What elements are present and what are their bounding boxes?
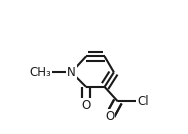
Text: N: N <box>67 66 76 79</box>
Text: Cl: Cl <box>137 95 149 108</box>
Text: O: O <box>81 99 91 112</box>
Text: O: O <box>105 110 114 123</box>
Text: CH₃: CH₃ <box>29 66 51 79</box>
